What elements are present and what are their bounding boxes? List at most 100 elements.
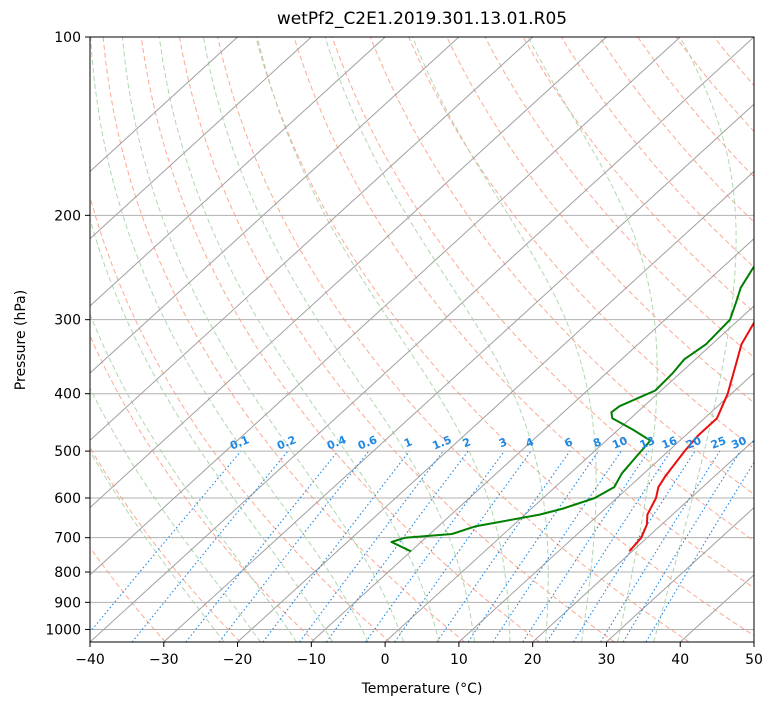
mixing-ratio-line bbox=[522, 450, 650, 642]
isotherm-line bbox=[90, 37, 238, 173]
isotherm-line bbox=[90, 37, 460, 374]
dry-adiabat bbox=[560, 37, 754, 268]
x-tick-label: 30 bbox=[598, 652, 616, 668]
x-tick-label: −30 bbox=[149, 652, 179, 668]
isotherm-line bbox=[310, 237, 754, 642]
axis-ticks: −40 −30 −20 −10 0 10 20 30 40 5010020030040050060… bbox=[45, 30, 763, 668]
x-tick-label: 40 bbox=[671, 652, 689, 668]
mixing-ratio-label: 25 bbox=[709, 434, 728, 452]
y-tick-label: 600 bbox=[54, 491, 81, 507]
mixing-ratio-label: 20 bbox=[684, 434, 703, 452]
mixing-ratio-label: 2 bbox=[461, 435, 473, 450]
mixing-ratio-label: 0.2 bbox=[275, 433, 298, 452]
moist-adiabat bbox=[412, 37, 597, 642]
isotherm-line bbox=[90, 37, 754, 642]
mixing-ratio-label: 8 bbox=[591, 435, 603, 450]
dry-adiabat bbox=[179, 37, 615, 642]
mixing-ratio-line bbox=[467, 450, 599, 642]
dry-adiabat bbox=[751, 37, 754, 40]
x-tick-label: 10 bbox=[450, 652, 468, 668]
dry-adiabat bbox=[140, 37, 540, 642]
y-tick-label: 900 bbox=[54, 595, 81, 611]
mixing-ratio-line bbox=[262, 450, 410, 642]
isotherm-line bbox=[384, 305, 754, 642]
x-tick-label: 20 bbox=[524, 652, 542, 668]
isotherm-line bbox=[606, 506, 754, 642]
moist-adiabat bbox=[158, 37, 440, 642]
y-tick-label: 1000 bbox=[45, 622, 81, 638]
dry-adiabat bbox=[484, 37, 754, 358]
dry-adiabat bbox=[331, 37, 754, 542]
y-tick-label: 500 bbox=[54, 444, 81, 460]
y-tick-label: 700 bbox=[54, 531, 81, 547]
isotherm-line bbox=[458, 372, 754, 642]
dry-adiabat bbox=[293, 37, 754, 589]
mixing-ratio-label: 13 bbox=[638, 434, 657, 452]
isotherm-line bbox=[237, 170, 754, 642]
mixing-ratio-label: 4 bbox=[524, 435, 536, 450]
mixing-ratio-line bbox=[546, 450, 672, 642]
x-tick-label: −10 bbox=[297, 652, 327, 668]
dry-adiabat bbox=[90, 194, 391, 642]
plot-frame bbox=[89, 36, 755, 643]
dry-adiabat bbox=[217, 37, 690, 642]
x-tick-label: 0 bbox=[381, 652, 390, 668]
mixing-ratio-line bbox=[325, 450, 469, 642]
dry-adiabat bbox=[408, 37, 754, 449]
y-tick-label: 800 bbox=[54, 565, 81, 581]
mixing-ratio-line bbox=[436, 450, 571, 642]
moist-adiabat bbox=[90, 37, 369, 642]
mixing-ratio-label: 10 bbox=[610, 434, 629, 452]
moist-adiabat bbox=[90, 387, 261, 642]
mixing-ratio-line bbox=[394, 450, 532, 642]
isotherm-line bbox=[90, 37, 534, 442]
mixing-ratio-label: 36 bbox=[750, 434, 769, 452]
isotherm-line bbox=[90, 37, 386, 307]
moist-adiabat bbox=[256, 37, 511, 642]
isotherm-line bbox=[90, 37, 681, 576]
mixing-ratio-label: 0.1 bbox=[228, 433, 251, 452]
mixing-ratio-label: 0.6 bbox=[356, 433, 379, 452]
moist-adiabat bbox=[324, 37, 549, 642]
mixing-ratio-line bbox=[365, 450, 505, 642]
y-tick-label: 300 bbox=[54, 313, 81, 329]
mixing-ratio-label: 3 bbox=[497, 435, 509, 450]
mixing-ratio-line bbox=[492, 450, 622, 642]
mixing-ratio-line bbox=[299, 450, 444, 642]
y-axis-label: Pressure (hPa) bbox=[13, 290, 29, 390]
profile-lines bbox=[390, 265, 754, 553]
moist-adiabat bbox=[90, 217, 333, 642]
moist-adiabat bbox=[202, 37, 475, 642]
dry-adiabat bbox=[446, 37, 754, 404]
mixing-ratio-line bbox=[573, 450, 696, 642]
mixing-ratio-label: 30 bbox=[729, 434, 748, 452]
profile-line bbox=[390, 265, 754, 553]
reference-lines bbox=[90, 37, 754, 642]
x-tick-label: −20 bbox=[223, 652, 253, 668]
x-tick-label: −40 bbox=[75, 652, 105, 668]
reference-labels: 0.10.20.40.611.52346810131620253036-100-… bbox=[228, 433, 769, 452]
dry-adiabat bbox=[255, 37, 754, 637]
mixing-ratio-label: 0.4 bbox=[325, 433, 348, 452]
x-axis-label: Temperature (°C) bbox=[361, 681, 483, 697]
dry-adiabat bbox=[369, 37, 754, 495]
mixing-ratio-line bbox=[218, 450, 370, 642]
y-tick-label: 200 bbox=[54, 208, 81, 224]
profile-line bbox=[628, 320, 754, 552]
mixing-ratio-label: 6 bbox=[563, 435, 575, 450]
moist-adiabat bbox=[90, 450, 225, 642]
dry-adiabat bbox=[675, 37, 754, 133]
isotherm-line bbox=[532, 439, 754, 642]
moist-adiabat bbox=[653, 37, 737, 642]
isotherm-line bbox=[163, 103, 754, 642]
isotherm-line bbox=[753, 641, 754, 642]
x-tick-label: 50 bbox=[745, 652, 763, 668]
dry-adiabat bbox=[90, 446, 241, 642]
y-tick-label: 400 bbox=[54, 387, 81, 403]
moist-adiabat bbox=[90, 313, 298, 642]
mixing-ratio-line bbox=[90, 450, 242, 633]
mixing-ratio-label: 1.5 bbox=[430, 433, 453, 452]
moist-adiabat bbox=[121, 37, 405, 642]
chart-title: wetPf2_C2E1.2019.301.13.01.R05 bbox=[276, 9, 568, 29]
